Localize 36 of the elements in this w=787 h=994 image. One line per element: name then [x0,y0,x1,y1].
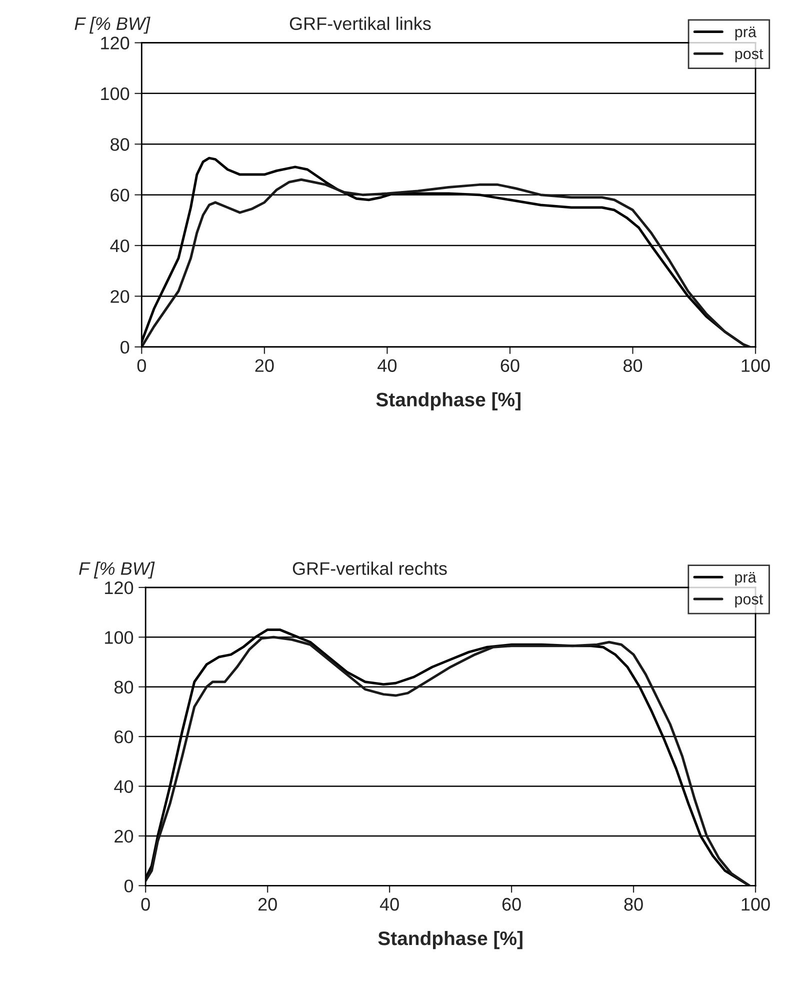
legend-label: post [735,594,764,608]
y-axis-title: F [% BW] [74,16,150,34]
legend-label: prä [735,26,756,40]
y-axis-title: F [% BW] [79,562,155,579]
x-axis-title: Standphase [%] [376,392,520,410]
x-tick-label: 60 [500,359,520,372]
legend-label: prä [735,572,756,586]
y-tick-label: 20 [114,830,134,843]
x-tick-label: 0 [141,898,150,911]
x-tick-label: 40 [380,898,399,911]
x-tick-label: 100 [742,359,770,372]
y-tick-label: 0 [124,880,134,892]
x-tick-label: 80 [624,898,643,911]
x-tick-label: 80 [623,359,642,372]
y-tick-label: 60 [114,730,134,744]
x-tick-label: 20 [258,898,277,911]
y-tick-label: 100 [101,87,130,100]
legend-label: post [735,49,764,62]
y-tick-label: 20 [110,290,130,303]
chart-title: GRF-vertikal links [290,16,431,30]
y-tick-label: 40 [114,780,134,793]
x-tick-label: 20 [255,359,274,372]
y-tick-label: 100 [105,631,134,644]
chart-title: GRF-vertikal rechts [292,562,447,575]
y-tick-label: 0 [120,340,130,354]
y-tick-label: 60 [110,188,130,202]
x-tick-label: 60 [502,898,521,911]
x-axis-title: Standphase [%] [378,930,522,950]
y-tick-label: 80 [110,138,130,151]
x-tick-label: 100 [742,898,770,911]
y-tick-label: 120 [105,581,134,594]
y-tick-label: 40 [110,239,130,252]
x-tick-label: 0 [137,359,146,372]
x-tick-label: 40 [378,359,397,372]
y-tick-label: 120 [101,36,130,50]
y-tick-label: 80 [114,680,134,694]
